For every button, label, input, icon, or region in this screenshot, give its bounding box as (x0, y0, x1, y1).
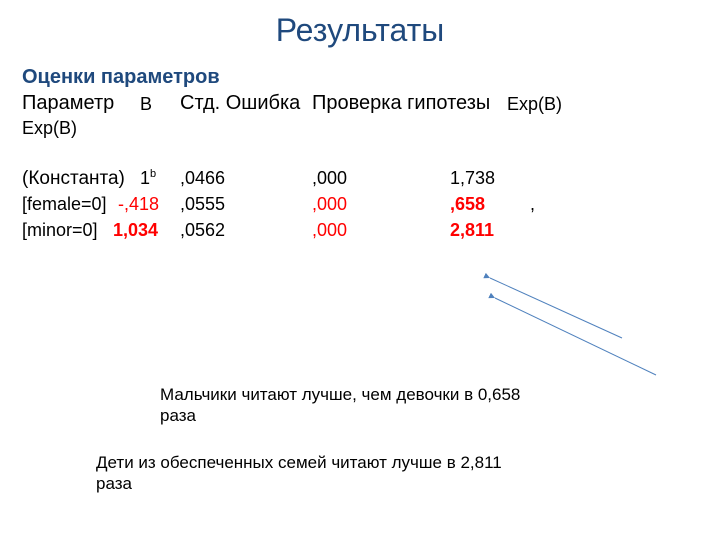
note-a: Мальчики читают лучше, чем девочки в 0,6… (160, 384, 560, 427)
row-female-stderr: ,0555 (180, 194, 225, 215)
hdr-hyp: Проверка гипотезы (312, 92, 490, 115)
row-female-expB: ,658 (450, 194, 485, 215)
row-const-hyp: ,000 (312, 168, 347, 189)
slide-title: Результаты (0, 12, 720, 49)
row-female-label: [female=0] (22, 194, 107, 215)
row-const-b-sup: b (150, 168, 156, 180)
hdr-expB: Exp(B) (507, 94, 562, 115)
hdr-b: B (140, 94, 152, 115)
hdr-param: Параметр (22, 92, 114, 115)
row-minor-stderr: ,0562 (180, 220, 225, 241)
row-minor-expB: 2,811 (450, 220, 494, 241)
row-const-b-prefix: 1 (140, 168, 150, 188)
hdr-stderr: Стд. Ошибка (180, 92, 300, 115)
row-minor-label: [minor=0] (22, 220, 98, 241)
section-subtitle: Оценки параметров (22, 66, 220, 89)
row-female-trailing: , (530, 194, 535, 215)
row-const-label: (Константа) (22, 168, 125, 190)
row-minor-hyp: ,000 (312, 220, 347, 241)
row-const-expB: 1,738 (450, 168, 495, 189)
arrow-b (495, 298, 656, 375)
row-minor-b: 1,034 (113, 220, 158, 241)
row-female-hyp: ,000 (312, 194, 347, 215)
note-b: Дети из обеспеченных семей читают лучше … (96, 452, 536, 495)
row-female-b: -,418 (118, 194, 159, 215)
arrow-a (490, 278, 622, 338)
row-const-stderr: ,0466 (180, 168, 225, 189)
hdr-expB2: Exp(B) (22, 118, 77, 139)
row-const-b: 1b (140, 168, 156, 189)
